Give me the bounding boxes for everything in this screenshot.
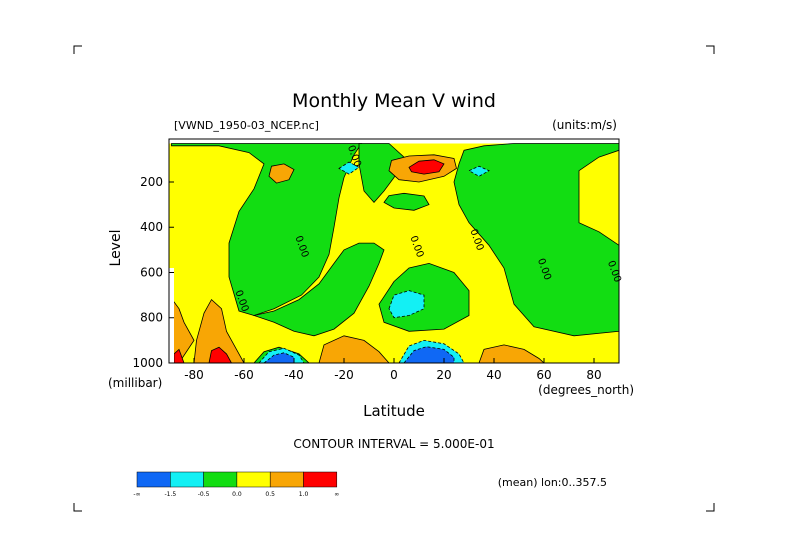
crop-marks (73, 45, 715, 512)
colorbar-swatch-4 (269, 471, 304, 488)
colorbar-swatch-1 (170, 471, 204, 488)
contour-region-orange-16 (268, 163, 295, 184)
colorbar-swatch-3 (236, 471, 271, 488)
colorbar-label-6: ∞ (334, 491, 339, 498)
chart-title: Monthly Mean V wind (292, 90, 496, 112)
contour-region-blue-14 (262, 352, 295, 364)
y-axis: 200 400 600 800 1000 (132, 175, 174, 370)
x-tick-label-1: -60 (234, 368, 254, 382)
x-axis: -80 -60 -40 -20 0 20 40 60 80 (184, 358, 602, 382)
x-tick-label-7: 60 (536, 368, 551, 382)
contour-region-green-6 (383, 192, 430, 211)
colorbar-label-3: 0.0 (232, 491, 242, 498)
contour-region-cyan-9 (338, 161, 360, 175)
colorbar-label-0: -∞ (133, 491, 140, 498)
x-axis-units: (degrees_north) (538, 383, 634, 397)
y-tick-label-2: 600 (140, 265, 163, 279)
colorbar-label-5: 1.0 (299, 491, 309, 498)
mean-text: (mean) lon:0..357.5 (498, 476, 607, 489)
y-axis-units: (millibar) (108, 376, 162, 390)
x-tick-label-8: 80 (586, 368, 601, 382)
x-tick-label-6: 40 (486, 368, 501, 382)
contour-region-cyan-11 (388, 290, 425, 319)
contour-region-green-2 (252, 242, 385, 337)
y-tick-label-0: 200 (140, 175, 163, 189)
contour-interval-text: CONTOUR INTERVAL = 5.000E-01 (293, 437, 494, 451)
contour-region-cyan-10 (468, 165, 490, 177)
x-tick-label-2: -40 (284, 368, 304, 382)
colorbar: -∞ -1.5 -0.5 0.0 0.5 1.0 ∞ (133, 471, 339, 498)
contour-region-orange-20 (193, 298, 245, 364)
colorbar-label-2: -0.5 (198, 491, 210, 498)
y-tick-label-4: 1000 (132, 356, 163, 370)
x-tick-label-5: 20 (436, 368, 451, 382)
colorbar-swatch-2 (203, 471, 238, 488)
contour-region-red-18 (408, 159, 445, 175)
colorbar-label-1: -1.5 (164, 491, 176, 498)
x-axis-title: Latitude (363, 402, 425, 420)
x-tick-label-4: 0 (390, 368, 398, 382)
colorbar-swatch-5 (303, 471, 338, 488)
plot-area: 0.000.000.000.00 0.000.00 0.00 -80 -60 -40 -2… (132, 138, 623, 382)
colorbar-swatch-0 (136, 471, 171, 488)
contour-region-green-3 (358, 143, 405, 204)
missing-data-region (169, 268, 174, 363)
x-tick-label-3: -20 (334, 368, 354, 382)
contour-fills (168, 143, 620, 364)
colorbar-label-4: 0.5 (265, 491, 275, 498)
units-label: (units:m/s) (552, 118, 617, 132)
dataset-label: [VWND_1950-03_NCEP.nc] (174, 119, 319, 132)
y-tick-label-3: 800 (140, 311, 163, 325)
x-tick-label-0: -80 (184, 368, 204, 382)
y-axis-title: Level (108, 230, 124, 267)
y-tick-label-1: 400 (140, 220, 163, 234)
